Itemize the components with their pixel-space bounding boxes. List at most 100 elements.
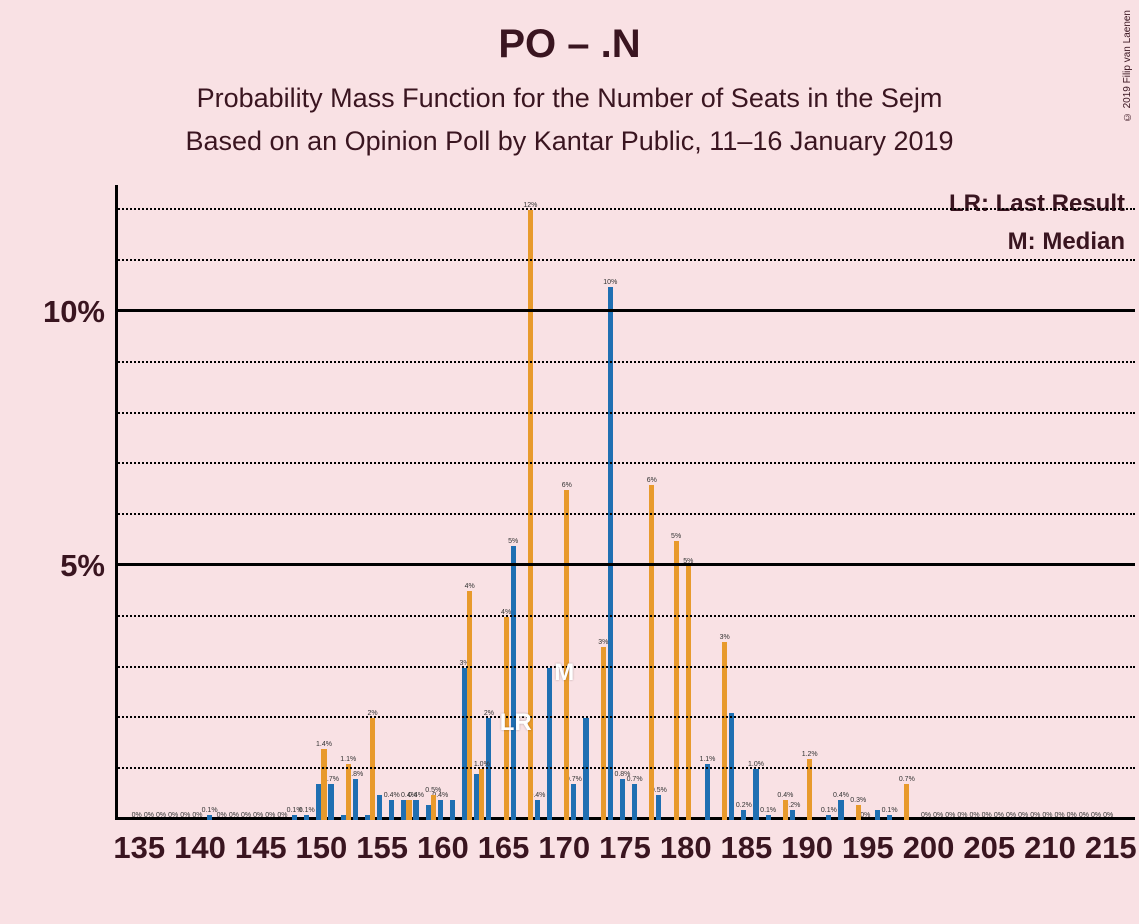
gridline-minor [115, 462, 1135, 464]
bar-blue [875, 810, 880, 820]
bar-value-label: 5% [508, 538, 518, 545]
bar-value-label: 0.4% [777, 792, 793, 799]
bar-value-label: 0.1% [882, 807, 898, 814]
gridline-minor [115, 767, 1135, 769]
bar-value-label: 0.4% [833, 792, 849, 799]
x-tick-label: 145 [235, 820, 287, 866]
marker-m: M [554, 659, 574, 687]
bar-blue: 0.4% [838, 800, 843, 820]
bar-value-label: 0% [265, 812, 275, 819]
bar-value-label: 0% [994, 812, 1004, 819]
gridline-minor [115, 208, 1135, 210]
gridline-minor [115, 513, 1135, 515]
bar-value-label: 0% [921, 812, 931, 819]
bar-value-label: 3% [598, 639, 608, 646]
bar-value-label: 0.4% [401, 792, 417, 799]
bar-orange: 3% [722, 642, 727, 820]
gridline-minor [115, 412, 1135, 414]
bar-value-label: 0% [1103, 812, 1113, 819]
bar-value-label: 0% [1006, 812, 1016, 819]
gridline-minor [115, 259, 1135, 261]
bar-blue: 2% [486, 718, 491, 820]
x-tick-label: 155 [356, 820, 408, 866]
gridline-minor [115, 615, 1135, 617]
bar-value-label: 0% [982, 812, 992, 819]
marker-lr: LR [500, 709, 532, 737]
bar-orange: 1.1% [346, 764, 351, 820]
bar-blue: 0.2% [741, 810, 746, 820]
bar-value-label: 0% [144, 812, 154, 819]
bar-blue: 1.1% [705, 764, 710, 820]
x-tick-label: 165 [478, 820, 530, 866]
bar-orange: 2% [370, 718, 375, 820]
bar-blue [450, 800, 455, 820]
x-tick-label: 150 [296, 820, 348, 866]
bar-blue: 0.7% [328, 784, 333, 820]
bar-value-label: 1.1% [340, 756, 356, 763]
bar-value-label: 1.4% [316, 741, 332, 748]
legend-lr: LR: Last Result [949, 190, 1125, 218]
x-tick-label: 170 [538, 820, 590, 866]
bar-blue: 0.7% [632, 784, 637, 820]
bar-value-label: 1.2% [802, 751, 818, 758]
bar-value-label: 0.2% [736, 802, 752, 809]
bar-blue: 0.2% [790, 810, 795, 820]
bar-value-label: 0.1% [760, 807, 776, 814]
bar-blue [547, 668, 552, 820]
bar-value-label: 0.1% [202, 807, 218, 814]
bar-value-label: 0% [1091, 812, 1101, 819]
bar-blue [377, 795, 382, 820]
x-tick-label: 175 [599, 820, 651, 866]
bar-value-label: 0.1% [821, 807, 837, 814]
bar-blue: 0.5% [656, 795, 661, 820]
x-tick-label: 205 [963, 820, 1015, 866]
bar-value-label: 10% [603, 279, 617, 286]
bar-value-label: 0.7% [899, 776, 915, 783]
chart-plot-area: 0%0%0%0%0%0%0.1%0%0%0%0%0%0%0.1%0.1%0.7%… [115, 185, 1135, 820]
bar-value-label: 0% [241, 812, 251, 819]
x-tick-label: 140 [174, 820, 226, 866]
bar-orange: 4% [467, 591, 472, 820]
bar-blue: 0.4% [535, 800, 540, 820]
gridline-minor [115, 716, 1135, 718]
bar-value-label: 0% [970, 812, 980, 819]
x-tick-label: 160 [417, 820, 469, 866]
bar-value-label: 0% [1055, 812, 1065, 819]
bar-value-label: 0% [168, 812, 178, 819]
x-tick-label: 185 [721, 820, 773, 866]
chart-subtitle-2: Based on an Opinion Poll by Kantar Publi… [0, 126, 1139, 157]
bar-blue: 0.8% [353, 779, 358, 820]
x-tick-label: 195 [842, 820, 894, 866]
bar-orange: 0.7% [904, 784, 909, 820]
y-tick-label: 5% [60, 548, 115, 584]
bar-value-label: 0% [945, 812, 955, 819]
x-tick-label: 190 [781, 820, 833, 866]
gridline-major [115, 309, 1135, 312]
bar-value-label: 0% [1067, 812, 1077, 819]
gridline-minor [115, 666, 1135, 668]
bar-value-label: 1.1% [699, 756, 715, 763]
bar-value-label: 0% [1042, 812, 1052, 819]
bar-value-label: 0% [217, 812, 227, 819]
bar-value-label: 0% [957, 812, 967, 819]
bars-layer: 0%0%0%0%0%0%0.1%0%0%0%0%0%0%0.1%0.1%0.7%… [115, 185, 1135, 820]
gridline-minor [115, 361, 1135, 363]
bar-orange: 1.4% [321, 749, 326, 820]
bar-blue: 0.4% [389, 800, 394, 820]
bar-value-label: 0.5% [425, 787, 441, 794]
bar-value-label: 0% [132, 812, 142, 819]
chart-subtitle-1: Probability Mass Function for the Number… [0, 83, 1139, 114]
bar-blue: 10% [608, 287, 613, 820]
bar-value-label: 0% [1018, 812, 1028, 819]
bar-value-label: 0.4% [384, 792, 400, 799]
bar-blue: 0.7% [571, 784, 576, 820]
bar-orange: 6% [564, 490, 569, 820]
bar-value-label: 6% [647, 477, 657, 484]
legend-m: M: Median [949, 228, 1125, 256]
bar-blue: 0.8% [620, 779, 625, 820]
bar-value-label: 0.3% [850, 797, 866, 804]
bar-value-label: 0% [229, 812, 239, 819]
bar-value-label: 0.7% [627, 776, 643, 783]
bar-value-label: 0% [180, 812, 190, 819]
bar-value-label: 0% [253, 812, 263, 819]
